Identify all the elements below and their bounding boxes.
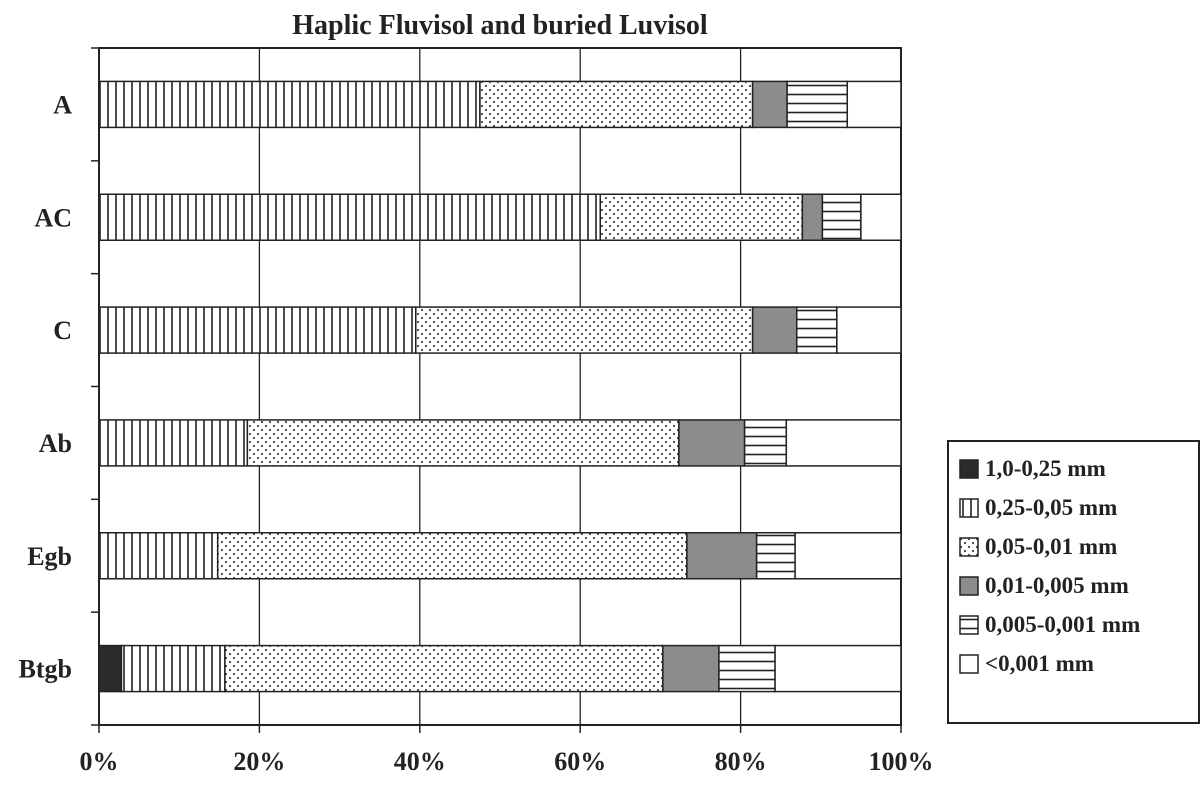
legend-swatch xyxy=(959,498,979,518)
y-category-label: Btgb xyxy=(19,655,72,684)
y-category-label: Ab xyxy=(39,429,72,458)
bar-segment xyxy=(98,532,219,580)
legend-swatch xyxy=(959,654,979,674)
bar-segment xyxy=(479,80,754,129)
legend-swatch xyxy=(959,576,979,596)
y-category-label: C xyxy=(53,316,72,345)
legend-swatch xyxy=(959,459,979,479)
legend-item: 0,01-0,005 mm xyxy=(959,573,1129,599)
legend-label: 1,0-0,25 mm xyxy=(985,456,1106,481)
x-tick-label: 0% xyxy=(80,747,119,776)
y-category-label: AC xyxy=(34,203,72,232)
bar-segment xyxy=(246,419,680,467)
x-tick-label: 20% xyxy=(233,747,285,776)
legend-label: 0,25-0,05 mm xyxy=(985,495,1118,520)
bar-segment xyxy=(785,419,902,467)
bar-segment xyxy=(774,644,902,693)
legend-item: 0,005-0,001 mm xyxy=(959,612,1140,638)
bar-segment xyxy=(751,80,788,129)
bar-segment xyxy=(98,419,249,467)
bar-segment xyxy=(98,80,481,129)
bar-segment xyxy=(801,193,824,241)
y-category-label: Egb xyxy=(27,542,72,571)
legend-item: 0,05-0,01 mm xyxy=(959,534,1117,560)
x-tick-label: 60% xyxy=(554,747,606,776)
y-category-label: A xyxy=(53,90,72,119)
bar-segment xyxy=(216,532,688,580)
legend-label: 0,01-0,005 mm xyxy=(985,573,1129,598)
bar-segment xyxy=(755,532,796,580)
plot-area xyxy=(98,47,902,726)
legend-item: 0,25-0,05 mm xyxy=(959,495,1117,521)
legend-item: <0,001 mm xyxy=(959,651,1094,677)
x-tick-label: 40% xyxy=(394,747,446,776)
bar-segment xyxy=(599,193,804,241)
bar-segment xyxy=(860,193,902,241)
bar-segment xyxy=(415,306,754,354)
bar-segment xyxy=(846,80,902,129)
chart-title: Haplic Fluvisol and buried Luvisol xyxy=(292,10,708,41)
legend-label: <0,001 mm xyxy=(985,651,1094,676)
bar-segment xyxy=(662,644,720,693)
bar-segment xyxy=(718,644,776,693)
legend-label: 0,005-0,001 mm xyxy=(985,612,1141,637)
legend: 1,0-0,25 mm 0,25-0,05 mm 0,05-0,01 mm 0,01-… xyxy=(947,440,1200,724)
bar-segment xyxy=(120,644,226,693)
legend-label: 0,05-0,01 mm xyxy=(985,534,1118,559)
x-tick-label: 80% xyxy=(715,747,767,776)
bar-segment xyxy=(98,306,417,354)
bar-segment xyxy=(794,532,902,580)
bar-segment xyxy=(678,419,746,467)
bar-segment xyxy=(786,80,849,129)
bar-segment xyxy=(743,419,788,467)
legend-item: 1,0-0,25 mm xyxy=(959,456,1106,482)
legend-swatch xyxy=(959,615,979,635)
bar-segment xyxy=(751,306,798,354)
bar-segment xyxy=(98,193,601,241)
bar-segment xyxy=(821,193,862,241)
bar-segment xyxy=(836,306,902,354)
legend-swatch xyxy=(959,537,979,557)
bar-segment xyxy=(98,644,123,693)
x-tick-label: 100% xyxy=(869,747,934,776)
bar-segment xyxy=(795,306,838,354)
bar-segment xyxy=(224,644,664,693)
bar-segment xyxy=(686,532,758,580)
